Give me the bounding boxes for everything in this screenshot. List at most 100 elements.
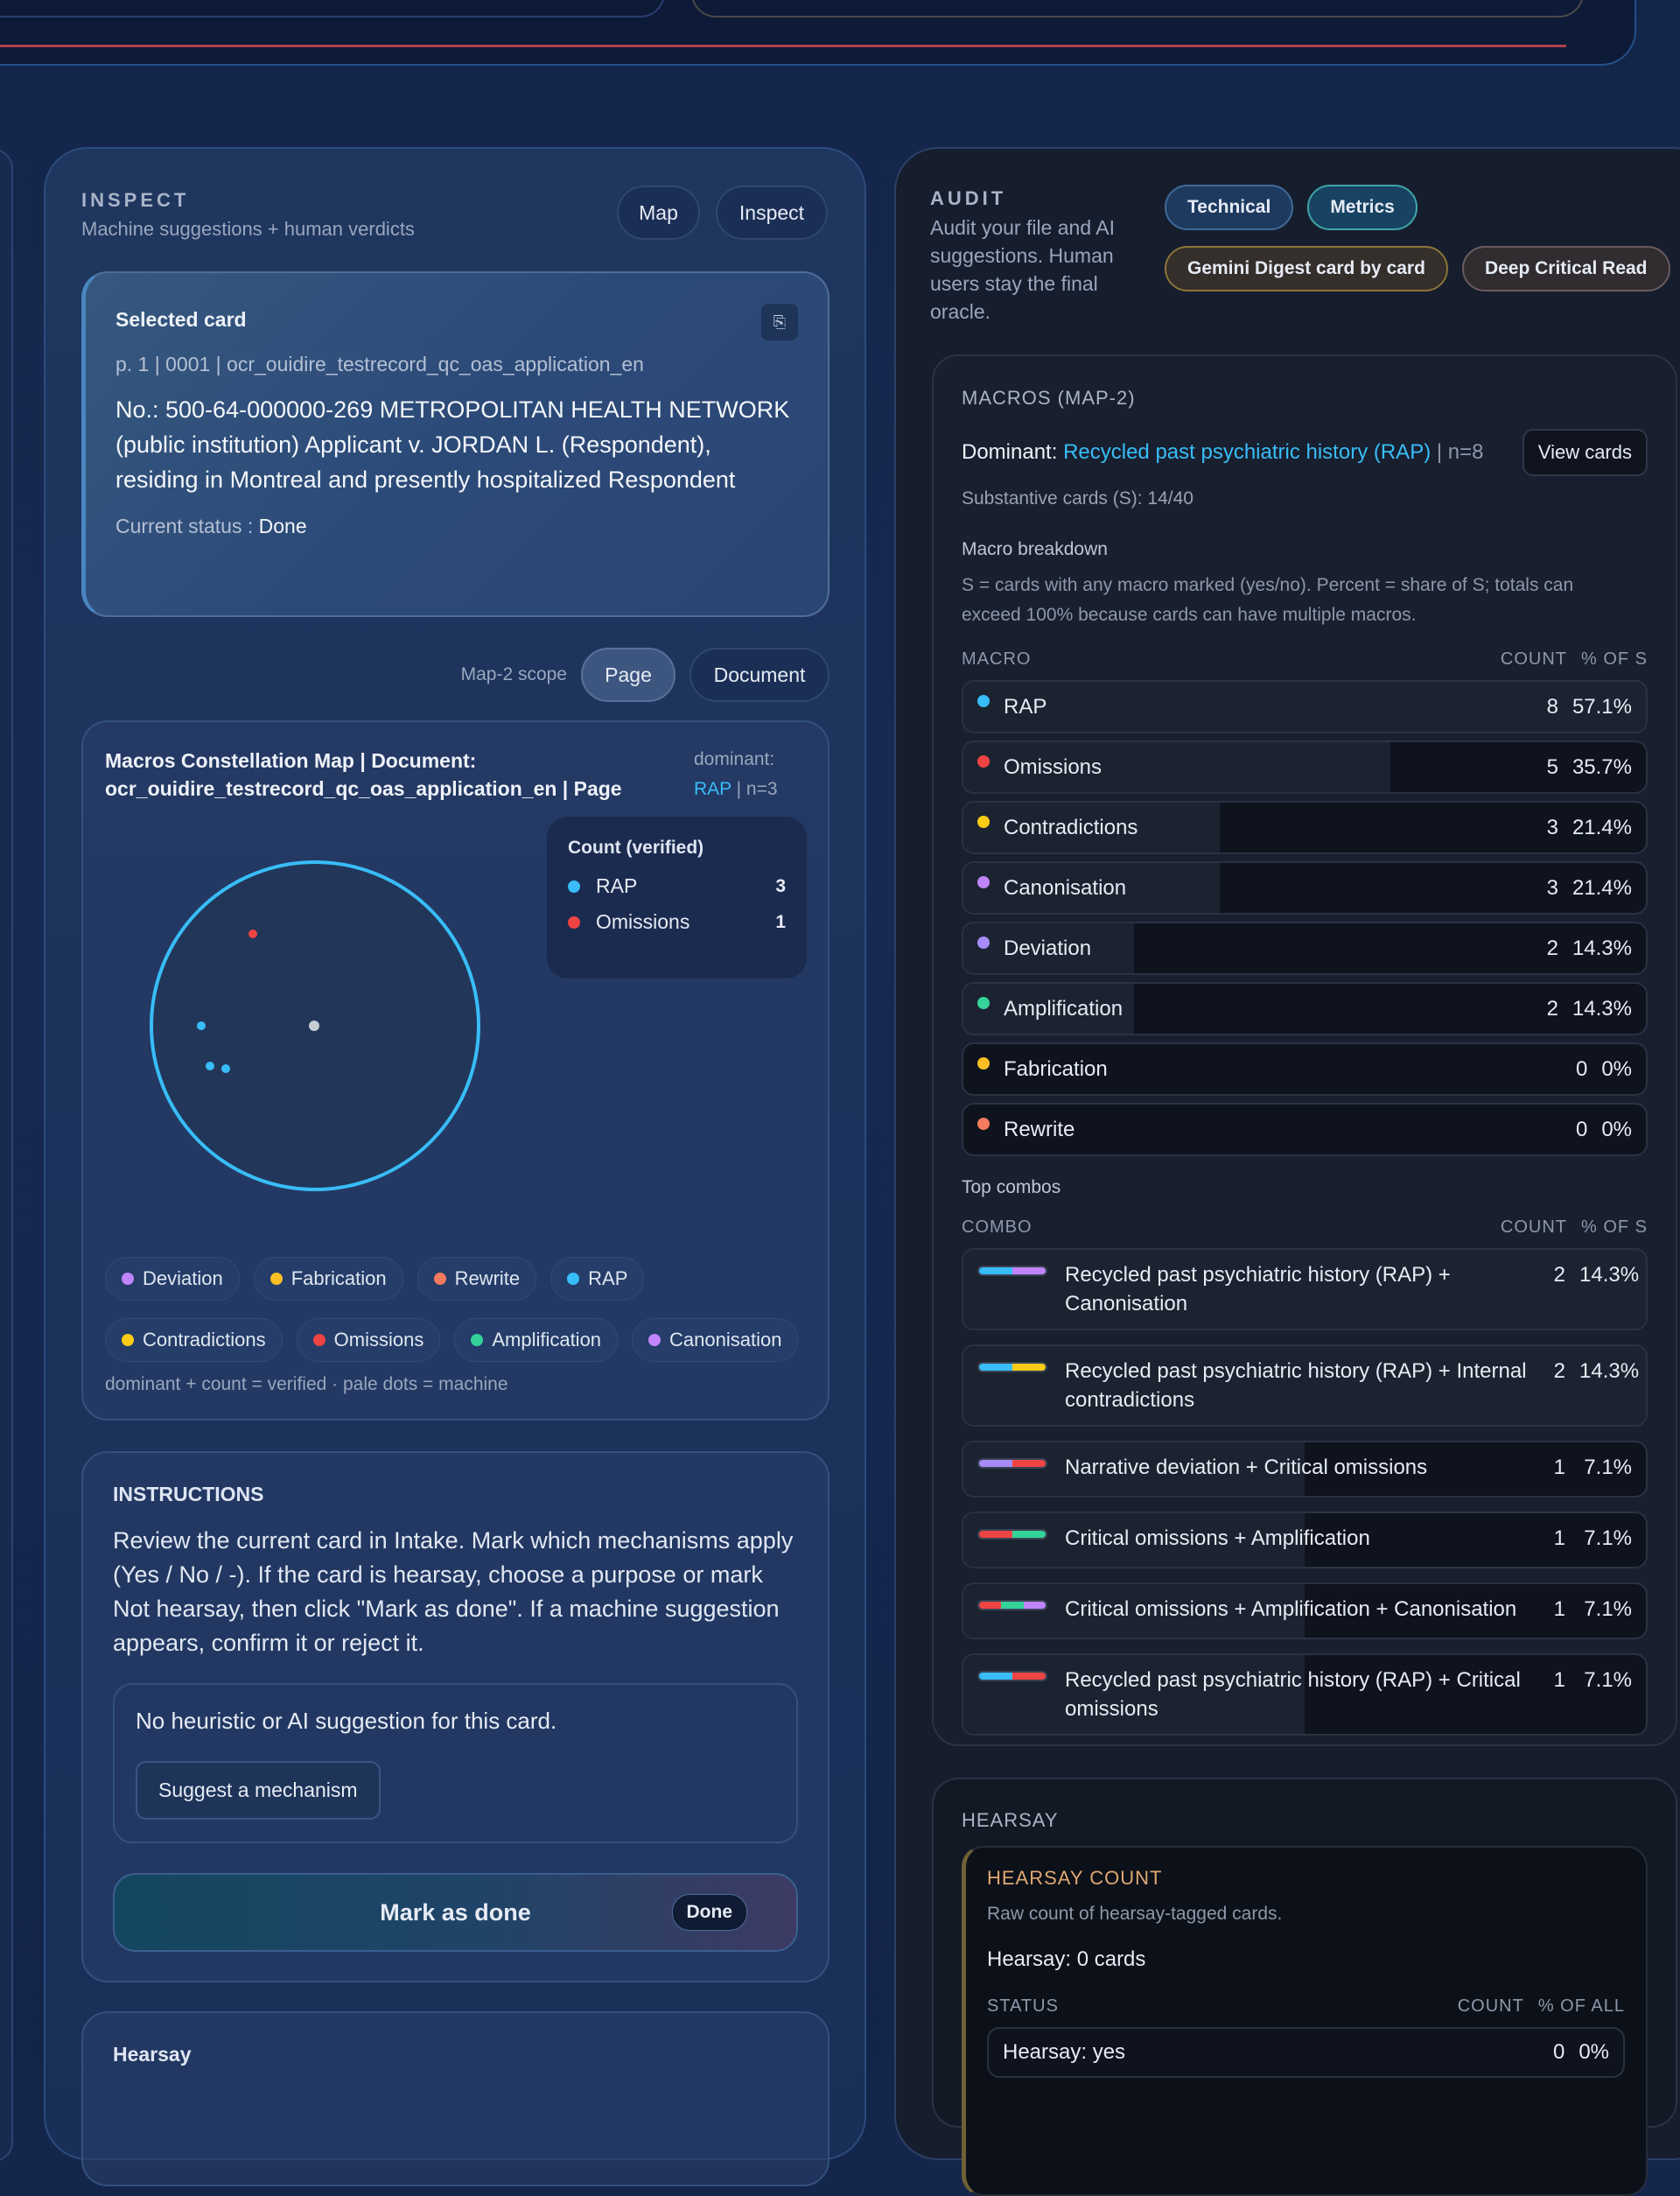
macro-filter-chips: Deviation Fabrication Rewrite RAP Contradict… bbox=[105, 1251, 822, 1373]
suggest-mechanism-button[interactable]: Suggest a mechanism bbox=[136, 1761, 381, 1820]
constellation-map[interactable] bbox=[83, 722, 831, 1422]
inspect-subtitle: Machine suggestions + human verdicts bbox=[81, 218, 415, 240]
macro-dot-icon bbox=[977, 875, 990, 888]
chip-amplification[interactable]: Amplification bbox=[454, 1318, 619, 1362]
chip-contradictions[interactable]: Contradictions bbox=[105, 1318, 283, 1362]
macro-dot-icon bbox=[977, 694, 990, 707]
centroid-dot bbox=[309, 1021, 319, 1031]
hearsay-title: Hearsay bbox=[113, 2043, 192, 2066]
combo-row[interactable]: Recycled past psychiatric history (RAP) … bbox=[962, 1344, 1648, 1427]
macro-dot-icon bbox=[977, 1117, 990, 1130]
selected-card: Selected card ⎘ p. 1 | 0001 | ocr_ouidir… bbox=[81, 271, 830, 617]
combo-color-bar bbox=[977, 1362, 1047, 1372]
tab-technical[interactable]: Technical bbox=[1165, 185, 1294, 230]
chip-rewrite[interactable]: Rewrite bbox=[416, 1257, 537, 1301]
row-fill-bar bbox=[963, 863, 1220, 913]
tab-map[interactable]: Map bbox=[617, 186, 700, 240]
status-value: Done bbox=[258, 515, 307, 537]
combo-table-header: COMBO COUNT% OF S bbox=[962, 1217, 1648, 1237]
dominant-label: dominant: bbox=[694, 749, 775, 769]
divider bbox=[0, 45, 1566, 47]
hearsay-count-box: HEARSAY COUNT Raw count of hearsay-tagge… bbox=[962, 1846, 1648, 2196]
combo-color-bar bbox=[977, 1671, 1047, 1681]
macro-row-contradictions[interactable]: Contradictions 3 21.4% bbox=[962, 801, 1648, 854]
card-text: No.: 500-64-000000-269 METROPOLITAN HEAL… bbox=[116, 396, 790, 493]
combo-row[interactable]: Critical omissions + Amplification + Can… bbox=[962, 1582, 1648, 1639]
side-panel bbox=[0, 149, 13, 2162]
macro-dot-icon bbox=[433, 1273, 446, 1285]
row-fill-bar bbox=[963, 803, 1220, 852]
selected-card-label: Selected card bbox=[116, 308, 247, 331]
substantive-count: Substantive cards (S): 14/40 bbox=[962, 488, 1194, 509]
macro-dot-icon bbox=[977, 815, 990, 828]
macro-row-deviation[interactable]: Deviation 2 14.3% bbox=[962, 922, 1648, 975]
rap-dot bbox=[206, 1062, 214, 1070]
mark-as-done-button[interactable]: Mark as done Done bbox=[113, 1873, 798, 1952]
combo-row[interactable]: Recycled past psychiatric history (RAP) … bbox=[962, 1653, 1648, 1736]
hearsay-audit-title: HEARSAY bbox=[962, 1809, 1059, 1831]
copy-icon[interactable]: ⎘ bbox=[761, 304, 798, 340]
combo-color-bar bbox=[977, 1529, 1047, 1540]
macro-dot-icon bbox=[977, 754, 990, 768]
combo-row[interactable]: Critical omissions + Amplification 1 7.1% bbox=[962, 1512, 1648, 1568]
done-badge: Done bbox=[671, 1894, 747, 1931]
row-fill-bar bbox=[963, 1442, 1305, 1496]
view-cards-button[interactable]: View cards bbox=[1522, 429, 1648, 476]
chip-fabrication[interactable]: Fabrication bbox=[253, 1257, 403, 1301]
legend-title: Count (verified) bbox=[568, 838, 704, 858]
legend-box: Count (verified) RAP 3 Omissions 1 bbox=[547, 817, 807, 979]
macro-dot-icon bbox=[312, 1334, 326, 1346]
chip-omissions[interactable]: Omissions bbox=[296, 1318, 441, 1362]
omissions-dot-icon bbox=[568, 916, 580, 929]
legend-item-rap: RAP 3 bbox=[568, 874, 786, 898]
deep-critical-read-button[interactable]: Deep Critical Read bbox=[1461, 246, 1670, 291]
chip-canonisation[interactable]: Canonisation bbox=[632, 1318, 799, 1362]
combo-row[interactable]: Recycled past psychiatric history (RAP) … bbox=[962, 1248, 1648, 1330]
dominant-n: | n=3 bbox=[731, 779, 778, 799]
inspect-title: INSPECT bbox=[81, 189, 190, 211]
top-subpanel bbox=[691, 0, 1584, 18]
hearsay-audit-card: HEARSAY HEARSAY COUNT Raw count of hears… bbox=[932, 1778, 1677, 2196]
row-fill-bar bbox=[963, 1250, 1646, 1329]
row-fill-bar bbox=[963, 1513, 1305, 1567]
dominant-macro-link[interactable]: Recycled past psychiatric history (RAP) bbox=[1063, 440, 1432, 464]
hearsay-count-title: HEARSAY COUNT bbox=[987, 1867, 1163, 1889]
hearsay-table-header: STATUS COUNT% OF ALL bbox=[987, 1996, 1625, 2016]
macro-dot-icon bbox=[471, 1334, 484, 1346]
constellation-map-card: Macros Constellation Map | Document: ocr… bbox=[81, 720, 830, 1421]
scope-document-button[interactable]: Document bbox=[690, 648, 830, 702]
macro-dot-icon bbox=[270, 1273, 283, 1285]
macro-row-amplification[interactable]: Amplification 2 14.3% bbox=[962, 982, 1648, 1035]
macro-row-omissions[interactable]: Omissions 5 35.7% bbox=[962, 740, 1648, 794]
hearsay-row: Hearsay: yes 0 0% bbox=[987, 2027, 1625, 2078]
row-fill-bar bbox=[963, 682, 1646, 732]
audit-subtitle: Audit your file and AI suggestions. Huma… bbox=[930, 216, 1115, 323]
macro-row-canonisation[interactable]: Canonisation 3 21.4% bbox=[962, 861, 1648, 915]
tab-inspect[interactable]: Inspect bbox=[716, 186, 828, 240]
macro-row-rap[interactable]: RAP 8 57.1% bbox=[962, 680, 1648, 733]
map-note: dominant + count = verified · pale dots … bbox=[105, 1374, 508, 1394]
row-fill-bar bbox=[963, 1346, 1646, 1425]
dominant-value: RAP bbox=[694, 779, 732, 799]
macros-title: MACROS (MAP-2) bbox=[962, 387, 1136, 409]
scope-label: Map-2 scope bbox=[460, 664, 567, 684]
macro-row-rewrite[interactable]: Rewrite 0 0% bbox=[962, 1103, 1648, 1156]
gemini-digest-button[interactable]: Gemini Digest card by card bbox=[1165, 246, 1448, 291]
row-fill-bar bbox=[963, 1655, 1305, 1734]
instructions-card: INSTRUCTIONS Review the current card in … bbox=[81, 1451, 830, 1982]
macro-table: RAP 8 57.1% Omissions 5 35.7% Contradictions 3 2… bbox=[962, 680, 1648, 1156]
hearsay-card: Hearsay bbox=[81, 2011, 830, 2186]
combo-row[interactable]: Narrative deviation + Critical omissions… bbox=[962, 1441, 1648, 1498]
breakdown-title: Macro breakdown bbox=[962, 539, 1108, 559]
suggestion-box: No heuristic or AI suggestion for this c… bbox=[113, 1683, 798, 1843]
chip-deviation[interactable]: Deviation bbox=[105, 1257, 240, 1301]
macro-row-fabrication[interactable]: Fabrication 0 0% bbox=[962, 1042, 1648, 1096]
scope-page-button[interactable]: Page bbox=[581, 648, 676, 702]
macro-dot-icon bbox=[122, 1334, 134, 1346]
macro-dot-icon bbox=[977, 936, 990, 949]
tab-metrics[interactable]: Metrics bbox=[1307, 185, 1418, 230]
chip-rap[interactable]: RAP bbox=[550, 1257, 645, 1301]
row-fill-bar bbox=[963, 984, 1134, 1034]
macros-card: MACROS (MAP-2) Dominant: Recycled past p… bbox=[932, 354, 1677, 1746]
rap-dot-icon bbox=[568, 880, 580, 893]
